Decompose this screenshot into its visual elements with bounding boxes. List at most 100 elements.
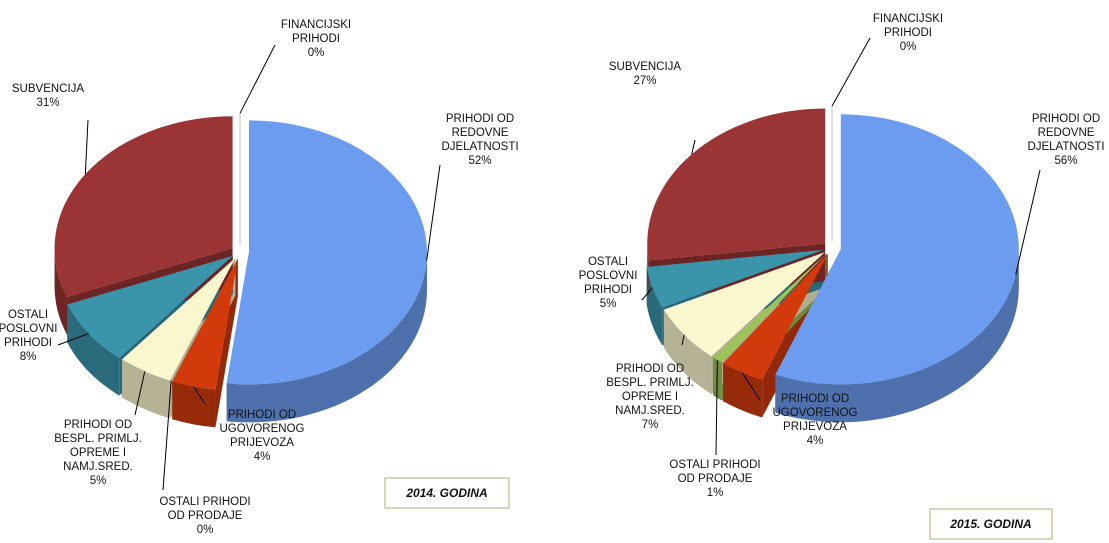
label-line: PRIHODI OD [228,409,296,421]
value-label: 4% [807,435,824,447]
value-label: 27% [633,75,656,87]
label-line: OSTALI [588,256,628,268]
leader-line [681,334,685,346]
slice-label: SUBVENCIJA 31% [12,83,85,109]
slice [646,249,824,308]
slice [647,108,826,261]
slice-side [646,266,663,346]
label-line: BESPL. PRIMLJ. [606,377,694,389]
label-line: OSTALI [8,309,48,321]
slice [775,114,1019,385]
title-box [929,508,1053,540]
label-line: PRIHODI [584,284,632,296]
title-box [384,477,510,509]
label-line: OPREME I [70,447,126,459]
label-line: NAMJ.SRED. [615,405,685,417]
label-line: POSLOVNI [0,323,57,335]
slice-side [663,309,712,395]
slice-side [775,249,1019,423]
value-label: 4% [254,451,271,463]
slice-side [226,252,427,423]
slice-label: PRIHODI OD REDOVNE DJELATNOSTI 56% [1027,113,1104,167]
label-line: OD PRODAJE [678,473,753,485]
label-line: NAMJ.SRED. [63,461,133,473]
slice-label: OSTALI POSLOVNI PRIHODI 8% [0,309,57,363]
value-label: 8% [20,351,37,363]
leader-line [239,44,276,114]
value-label: 0% [197,524,214,536]
value-label: 52% [468,155,491,167]
label-line: DJELATNOSTI [441,141,518,153]
label-line: PRIJEVOZA [230,437,294,449]
label-line: POSLOVNI [579,270,638,282]
label-line: PRIHODI [292,33,340,45]
label-line: FINANCIJSKI [873,13,943,25]
label-line: OSTALI PRIHODI [669,459,760,471]
label-line: SUBVENCIJA [609,61,682,73]
leader-line [831,37,871,107]
label-line: PRIHODI [4,337,52,349]
value-label: 5% [600,298,617,310]
slice-side [54,248,68,335]
slice-label: PRIHODI OD BESPL. PRIMLJ. OPREME I NAMJ.SRE… [606,363,694,431]
label-line: OD PRODAJE [168,510,243,522]
value-label: 7% [642,419,659,431]
slice-label: SUBVENCIJA 27% [609,61,682,87]
slice [67,255,233,358]
leader-line [57,333,89,346]
label-line: PRIHODI [884,27,932,39]
slice [121,257,236,381]
leader-line [162,380,172,491]
leader-line [426,164,441,261]
label-line: PRIHODI OD [781,393,849,405]
label-line: PRIHODI OD [446,113,514,125]
slice [723,253,828,380]
leader-line [193,386,206,405]
chart-title: 2015. GODINA [949,517,1031,531]
slice-label: FINANCIJSKI PRIHODI 0% [873,13,943,53]
slice-label: PRIHODI OD UGOVORENOG PRIJEVOZA 4% [773,393,858,447]
slice [713,253,827,363]
slice [54,116,233,297]
slice-side [172,381,216,428]
label-line: DJELATNOSTI [1027,141,1104,153]
leader-line [1015,169,1041,275]
slice-side [723,363,763,418]
label-line: PRIHODI OD [1032,113,1100,125]
slice-label: PRIHODI OD UGOVORENOG PRIJEVOZA 4% [220,409,305,463]
slice [226,120,427,385]
slice-side [121,359,170,419]
label-line: REDOVNE [1038,127,1095,139]
slice [172,258,238,390]
leader-line [691,139,696,155]
label-line: FINANCIJSKI [281,19,351,31]
label-line: BESPL. PRIMLJ. [54,433,142,445]
label-line: UGOVORENOG [773,407,858,419]
label-line: PRIHODI OD [616,363,684,375]
label-line: OSTALI PRIHODI [159,496,250,508]
leader-line [715,360,718,456]
value-label: 31% [36,97,59,109]
label-line: UGOVORENOG [220,423,305,435]
slice-label: OSTALI PRIHODI OD PRODAJE 0% [159,496,250,536]
label-line: PRIHODI OD [64,419,132,431]
value-label: 1% [707,487,724,499]
slice-label: OSTALI PRIHODI OD PRODAJE 1% [669,459,760,499]
slice-side [67,304,120,396]
value-label: 56% [1054,155,1077,167]
slice-label: FINANCIJSKI PRIHODI 0% [281,19,351,59]
slice-label: OSTALI POSLOVNI PRIHODI 5% [579,256,638,310]
leader-line [641,287,653,301]
label-line: REDOVNE [452,127,509,139]
leader-line [134,371,146,416]
slice-label: PRIHODI OD BESPL. PRIMLJ. OPREME I NAMJ.SRE… [54,419,142,487]
slice-label: PRIHODI OD REDOVNE DJELATNOSTI 52% [441,113,518,167]
leader-line [84,119,89,175]
slice [171,258,237,381]
value-label: 0% [900,41,917,53]
label-line: PRIJEVOZA [783,421,847,433]
value-label: 5% [90,475,107,487]
label-line: OPREME I [622,391,678,403]
label-line: SUBVENCIJA [12,83,85,95]
